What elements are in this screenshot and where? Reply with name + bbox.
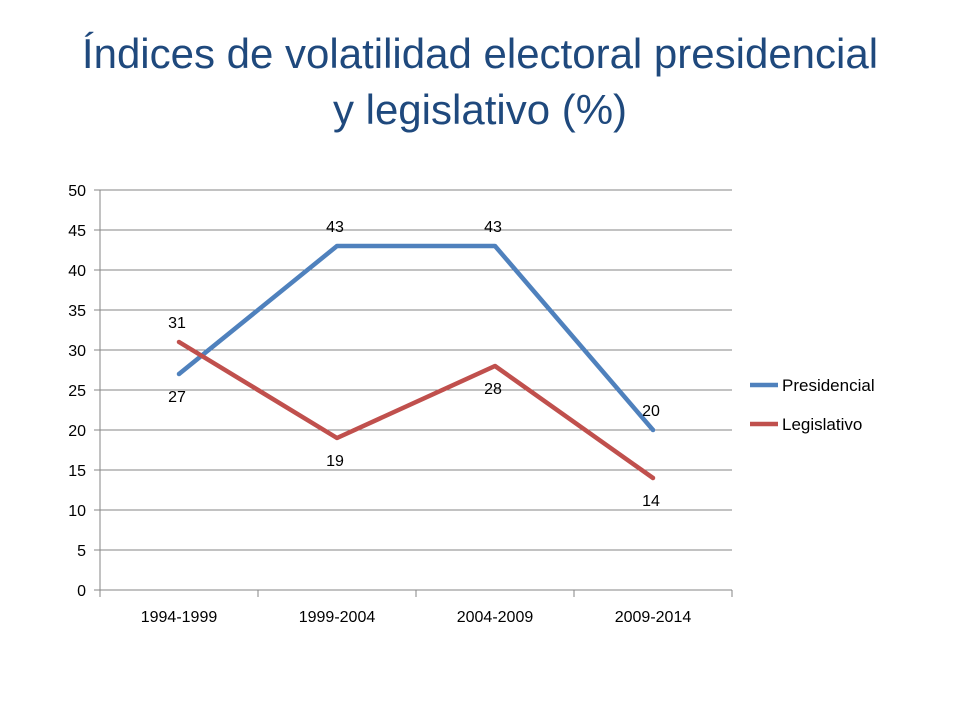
x-tick-label: 2004-2009	[457, 609, 534, 626]
y-tick-label: 10	[68, 503, 86, 520]
y-tick-label: 30	[68, 343, 86, 360]
data-point	[651, 428, 655, 432]
data-point	[335, 436, 339, 440]
y-axis-ticks: 0 5 10 15 20 25 30 35 40 45 50	[68, 183, 100, 600]
chart-title-line-2: y legislativo (%)	[332, 86, 628, 133]
data-label: 28	[484, 381, 502, 398]
data-label: 43	[484, 219, 502, 236]
y-tick-label: 20	[68, 423, 86, 440]
data-point	[493, 244, 497, 248]
data-label: 19	[326, 453, 344, 470]
data-labels: 27 43 43 20 31 19 28 14	[168, 219, 660, 510]
data-point	[651, 476, 655, 480]
y-tick-label: 25	[68, 383, 86, 400]
data-label: 14	[642, 493, 660, 510]
x-axis-ticks: 1994-1999 1999-2004 2004-2009 2009-2014	[99, 590, 733, 626]
y-tick-label: 35	[68, 303, 86, 320]
data-label: 20	[642, 403, 660, 420]
data-label: 27	[168, 389, 186, 406]
y-tick-label: 40	[68, 263, 86, 280]
data-point	[177, 340, 181, 344]
data-label: 31	[168, 315, 186, 332]
data-label: 43	[326, 219, 344, 236]
series-lines	[176, 243, 656, 481]
x-tick-label: 1999-2004	[299, 609, 376, 626]
legend-label: Presidencial	[782, 376, 875, 395]
y-tick-label: 45	[68, 223, 86, 240]
data-point	[335, 244, 339, 248]
series-line-presidencial	[176, 243, 656, 433]
y-tick-label: 5	[77, 543, 86, 560]
series-line-legislativo	[176, 339, 656, 481]
legend-label: Legislativo	[782, 415, 862, 434]
x-tick-label: 2009-2014	[615, 609, 692, 626]
y-tick-label: 50	[68, 183, 86, 200]
y-tick-label: 0	[77, 583, 86, 600]
data-point	[493, 364, 497, 368]
data-point	[177, 372, 181, 376]
chart-title-line-1: Índices de volatilidad electoral preside…	[81, 30, 879, 77]
x-tick-label: 1994-1999	[141, 609, 218, 626]
y-tick-label: 15	[68, 463, 86, 480]
chart-title: Índices de volatilidad electoral preside…	[40, 26, 920, 138]
legend: Presidencial Legislativo	[750, 376, 875, 434]
